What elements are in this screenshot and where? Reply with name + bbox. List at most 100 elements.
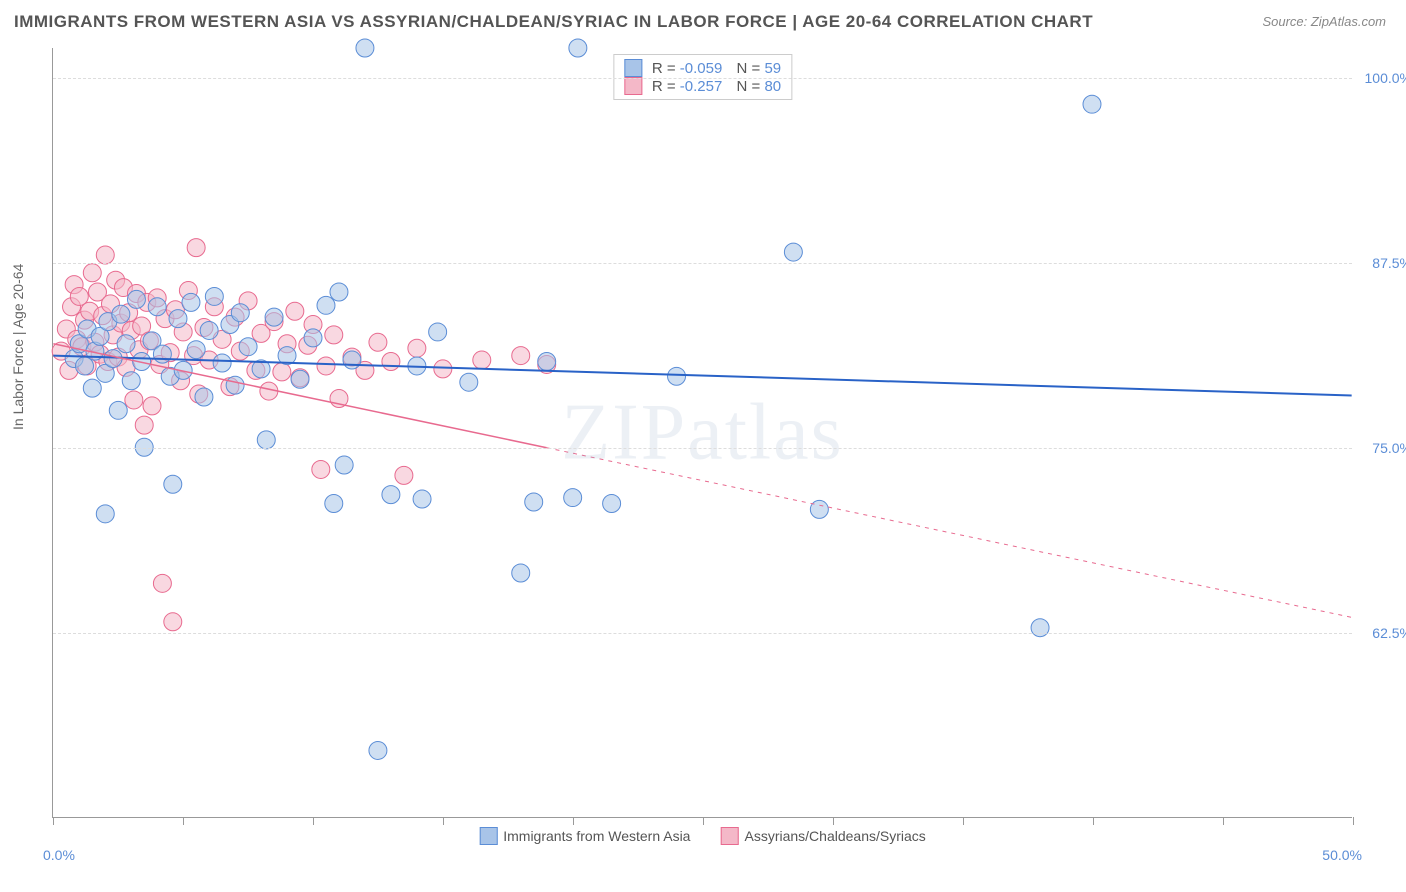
- data-point: [382, 353, 400, 371]
- n-value-2: 80: [764, 78, 781, 95]
- data-point: [127, 290, 145, 308]
- data-point: [434, 360, 452, 378]
- x-tick: [1353, 817, 1354, 825]
- y-axis-label: In Labor Force | Age 20-64: [10, 264, 26, 430]
- data-point: [369, 741, 387, 759]
- y-tick-label: 62.5%: [1372, 625, 1406, 641]
- data-point: [312, 460, 330, 478]
- data-point: [265, 308, 283, 326]
- x-tick: [1093, 817, 1094, 825]
- x-tick: [313, 817, 314, 825]
- n-value-1: 59: [764, 60, 781, 77]
- data-point: [257, 431, 275, 449]
- data-point: [330, 283, 348, 301]
- y-tick-label: 100.0%: [1365, 70, 1406, 86]
- data-point: [460, 373, 478, 391]
- x-tick: [963, 817, 964, 825]
- data-point: [182, 293, 200, 311]
- data-point: [195, 388, 213, 406]
- data-point: [112, 305, 130, 323]
- legend-item-2: Assyrians/Chaldeans/Syriacs: [720, 827, 925, 845]
- legend-swatch-2: [720, 827, 738, 845]
- data-point: [153, 345, 171, 363]
- gridline-h: [53, 633, 1352, 634]
- data-point: [117, 335, 135, 353]
- x-tick: [53, 817, 54, 825]
- x-tick: [833, 817, 834, 825]
- data-point: [408, 339, 426, 357]
- data-point: [273, 363, 291, 381]
- data-point: [291, 370, 309, 388]
- data-point: [83, 264, 101, 282]
- data-point: [122, 372, 140, 390]
- data-point: [226, 376, 244, 394]
- data-point: [335, 456, 353, 474]
- y-tick-label: 87.5%: [1372, 255, 1406, 271]
- swatch-series-2: [624, 77, 642, 95]
- data-point: [325, 494, 343, 512]
- legend-label-1: Immigrants from Western Asia: [503, 828, 690, 844]
- data-point: [413, 490, 431, 508]
- data-point: [525, 493, 543, 511]
- data-point: [325, 326, 343, 344]
- x-tick: [1223, 817, 1224, 825]
- data-point: [164, 475, 182, 493]
- data-point: [109, 401, 127, 419]
- data-point: [369, 333, 387, 351]
- data-point: [148, 298, 166, 316]
- data-point: [810, 500, 828, 518]
- y-tick-label: 75.0%: [1372, 440, 1406, 456]
- x-min-label: 0.0%: [43, 847, 75, 863]
- data-point: [512, 564, 530, 582]
- data-point: [1031, 619, 1049, 637]
- data-point: [125, 391, 143, 409]
- data-point: [382, 486, 400, 504]
- series-legend: Immigrants from Western Asia Assyrians/C…: [479, 827, 926, 845]
- data-point: [603, 494, 621, 512]
- data-point: [538, 353, 556, 371]
- data-point: [205, 287, 223, 305]
- r-value-2: -0.257: [680, 78, 723, 95]
- data-point: [187, 341, 205, 359]
- data-point: [317, 296, 335, 314]
- data-point: [143, 397, 161, 415]
- data-point: [473, 351, 491, 369]
- data-point: [356, 39, 374, 57]
- data-point: [135, 416, 153, 434]
- swatch-series-1: [624, 59, 642, 77]
- correlation-row-2: R = -0.257 N = 80: [624, 77, 781, 95]
- chart-plot-area: ZIPatlas R = -0.059 N = 59 R = -0.257 N …: [52, 48, 1352, 818]
- gridline-h: [53, 448, 1352, 449]
- gridline-h: [53, 263, 1352, 264]
- data-point: [169, 310, 187, 328]
- data-point: [96, 505, 114, 523]
- legend-swatch-1: [479, 827, 497, 845]
- data-point: [231, 304, 249, 322]
- scatter-plot-svg: [53, 48, 1352, 817]
- chart-title: IMMIGRANTS FROM WESTERN ASIA VS ASSYRIAN…: [14, 12, 1093, 32]
- r-value-1: -0.059: [680, 60, 723, 77]
- data-point: [286, 302, 304, 320]
- data-point: [395, 466, 413, 484]
- data-point: [784, 243, 802, 261]
- x-tick: [443, 817, 444, 825]
- data-point: [239, 338, 257, 356]
- data-point: [668, 367, 686, 385]
- legend-label-2: Assyrians/Chaldeans/Syriacs: [744, 828, 925, 844]
- data-point: [187, 239, 205, 257]
- data-point: [164, 613, 182, 631]
- data-point: [83, 379, 101, 397]
- data-point: [512, 347, 530, 365]
- data-point: [96, 246, 114, 264]
- correlation-row-1: R = -0.059 N = 59: [624, 59, 781, 77]
- data-point: [200, 321, 218, 339]
- trend-line-extrapolated: [547, 448, 1352, 618]
- data-point: [343, 351, 361, 369]
- data-point: [317, 357, 335, 375]
- x-max-label: 50.0%: [1322, 847, 1362, 863]
- data-point: [569, 39, 587, 57]
- data-point: [153, 574, 171, 592]
- source-attribution: Source: ZipAtlas.com: [1262, 14, 1386, 29]
- legend-item-1: Immigrants from Western Asia: [479, 827, 690, 845]
- data-point: [304, 329, 322, 347]
